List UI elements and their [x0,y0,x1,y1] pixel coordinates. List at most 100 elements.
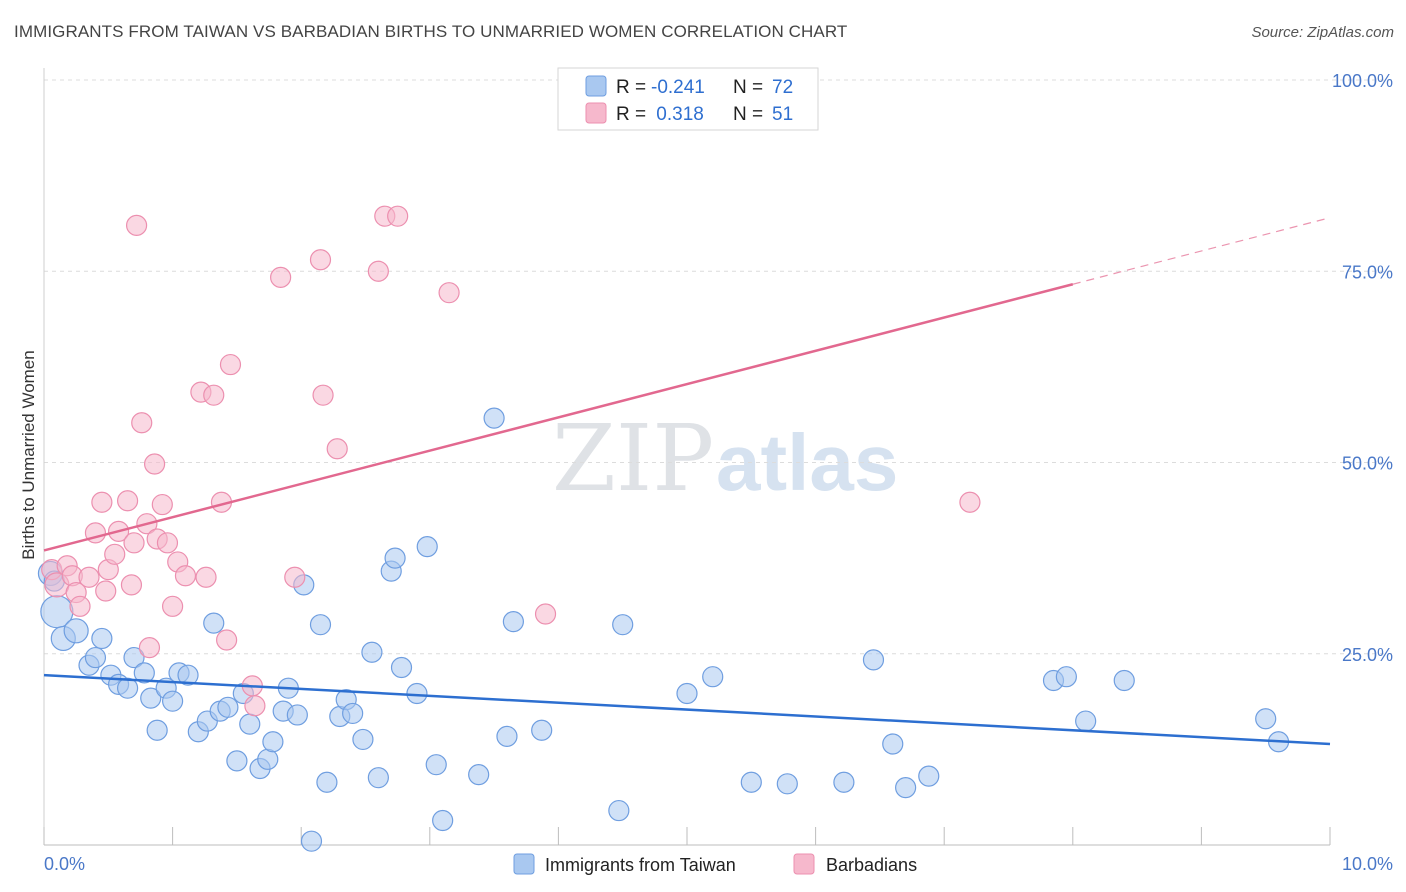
stats-legend: R = -0.241 N = 72 R = 0.318 N = 51 [557,67,819,131]
data-point [174,565,197,587]
data-point [918,765,940,787]
data-point [257,748,279,770]
data-point [612,614,634,636]
data-point [203,384,225,406]
data-point [740,771,762,793]
data-point [676,682,698,705]
y-tick-labels: 25.0% 50.0% 75.0% 100.0% [1332,71,1393,665]
data-point [776,773,798,795]
legend-r-value: -0.241 [651,77,705,98]
data-point [125,214,148,236]
data-point [270,266,292,288]
data-point [496,725,518,747]
y-tick-label: 100.0% [1332,71,1393,91]
data-point [262,731,284,753]
chart-title: IMMIGRANTS FROM TAIWAN VS BARBADIAN BIRT… [14,22,848,41]
data-point [390,656,413,679]
data-point [1055,666,1077,688]
data-point [531,719,553,741]
data-point [862,649,885,671]
data-point [116,490,139,512]
data-point [309,249,332,271]
data-point [143,453,166,475]
gridlines [44,79,1395,655]
legend-n-value: 72 [772,77,793,98]
series-legend-label-taiwan: Immigrants from Taiwan [545,855,736,875]
scatter-points [37,205,1290,852]
data-point [425,754,447,776]
data-point [120,574,143,596]
data-point [1255,708,1277,730]
x-tick-labels: 0.0% 10.0% [44,854,1393,874]
trend-line-extension [1072,217,1331,285]
series-legend-swatch-barbadians [793,853,815,875]
data-point [123,532,145,554]
data-point [95,580,117,602]
data-point [219,353,242,376]
x-tick-label: 10.0% [1342,854,1393,874]
y-axis-label: Births to Unmarried Women [19,350,38,559]
data-point [104,543,126,565]
legend-r-label: R = [616,104,646,125]
data-point [162,690,184,712]
data-point [416,536,438,558]
data-point [91,627,113,650]
legend-r-value: 0.318 [651,104,704,125]
data-point [195,566,217,588]
series-legend-label-barbadians: Barbadians [826,855,917,875]
data-point [483,407,505,429]
data-point [84,646,107,669]
data-point [151,493,173,516]
trend-lines [43,217,1331,746]
legend-n-label: N = [733,104,763,125]
data-point [286,704,308,726]
legend-r-label: R = [616,77,646,98]
data-point [63,618,89,644]
y-tick-label: 25.0% [1342,645,1393,665]
data-point [123,646,145,669]
data-point [91,491,113,513]
series-legend-swatch-taiwan [513,853,535,875]
data-point [326,438,348,460]
data-point [959,491,981,513]
data-point [138,637,161,659]
data-point [1113,669,1135,692]
data-point [312,384,334,406]
data-point [468,764,490,786]
data-point [608,799,630,822]
y-tick-label: 50.0% [1342,454,1393,474]
data-point [387,205,409,227]
data-point [146,719,168,741]
watermark: ZIP atlas [552,405,898,512]
data-point [239,713,261,735]
data-point [69,595,91,617]
data-point [177,664,199,686]
data-point [895,777,917,799]
data-point [342,702,364,725]
data-point [140,687,162,709]
data-point [162,595,184,617]
data-point [702,666,724,688]
data-point [284,566,306,588]
data-point [216,629,238,651]
legend-swatch-barbadians [585,102,607,124]
data-point [833,771,855,793]
data-point [361,641,383,663]
data-point [1075,710,1097,732]
data-point [438,282,460,304]
data-point [367,260,389,282]
data-point [131,412,153,434]
data-point [217,696,239,718]
legend-n-label: N = [733,77,763,98]
x-tick-label: 0.0% [44,854,85,874]
data-point [226,750,248,772]
data-point [78,566,100,588]
watermark-zip: ZIP [552,405,714,512]
data-point [309,614,332,636]
series-legend: Immigrants from Taiwan Barbadians [513,853,917,875]
data-point [534,603,557,625]
data-point [156,532,179,554]
data-point [300,830,323,852]
trend-line [43,673,1331,746]
